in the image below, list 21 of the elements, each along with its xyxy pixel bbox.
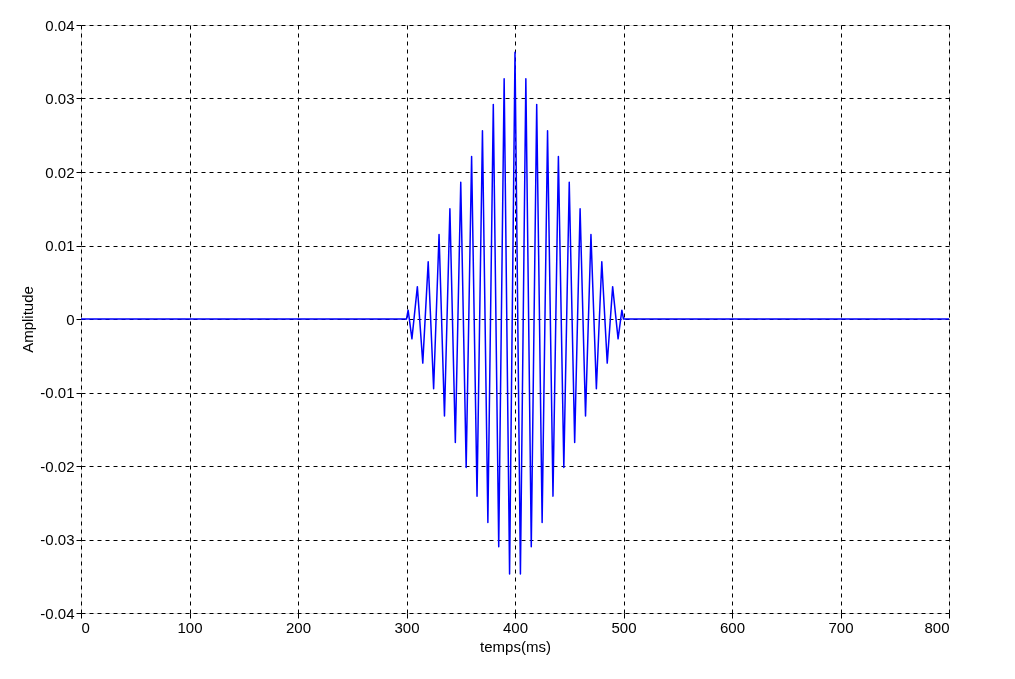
x-tick-label: 700 — [828, 618, 854, 636]
y-tick-label: 0.04 — [45, 16, 75, 34]
x-tick-label: 800 — [924, 618, 950, 636]
y-tick-label: 0.02 — [45, 163, 75, 181]
y-tick-label: -0.03 — [40, 531, 75, 548]
x-tick-label: 100 — [177, 618, 203, 636]
y-tick-label: 0 — [66, 310, 75, 328]
line-series — [81, 51, 949, 575]
y-tick-label: -0.04 — [40, 604, 75, 622]
y-tick-label: 0.01 — [45, 237, 75, 254]
x-tick-label: 600 — [719, 618, 746, 636]
x-tick-label: 0 — [81, 618, 90, 636]
y-axis-title: Amplitude — [19, 286, 37, 353]
x-tick-label: 400 — [502, 618, 529, 636]
y-tick-label: -0.01 — [40, 384, 75, 401]
y-tick-label: -0.02 — [40, 457, 75, 475]
x-axis-title: temps(ms) — [480, 637, 551, 655]
x-tick-label: 300 — [394, 618, 420, 636]
x-tick-label: 500 — [611, 618, 637, 636]
x-tick-label: 200 — [285, 618, 312, 636]
y-tick-label: 0.03 — [45, 90, 75, 107]
